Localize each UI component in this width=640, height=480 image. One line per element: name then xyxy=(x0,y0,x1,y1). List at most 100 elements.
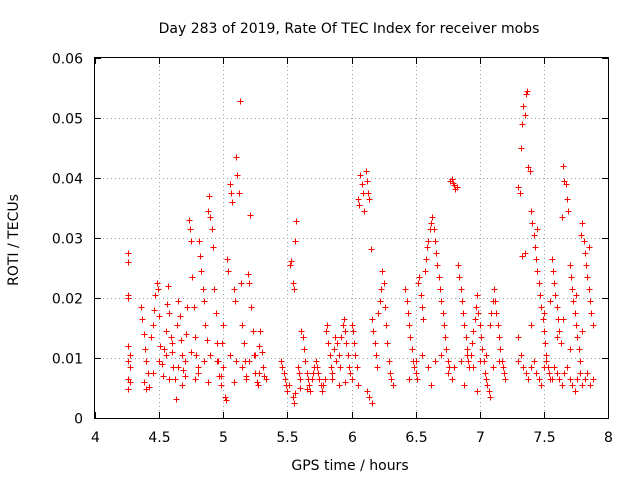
data-point xyxy=(522,250,529,257)
data-point xyxy=(200,286,207,293)
data-point xyxy=(432,358,439,365)
data-point xyxy=(474,388,481,395)
grid-lines xyxy=(95,58,608,418)
data-point xyxy=(188,238,195,245)
data-point xyxy=(486,388,493,395)
data-point xyxy=(357,172,364,179)
data-point xyxy=(296,370,303,377)
data-point xyxy=(324,322,331,329)
data-point xyxy=(295,364,302,371)
data-point xyxy=(454,184,461,191)
data-point xyxy=(292,238,299,245)
data-point xyxy=(477,322,484,329)
data-point xyxy=(574,334,581,341)
data-point xyxy=(257,328,264,335)
data-point xyxy=(223,397,230,404)
data-point xyxy=(587,298,594,305)
data-point xyxy=(518,145,525,152)
data-point xyxy=(206,193,213,200)
data-point xyxy=(329,376,336,383)
data-point xyxy=(587,382,594,389)
data-point xyxy=(536,376,543,383)
data-point xyxy=(517,190,524,197)
data-point xyxy=(363,168,370,175)
data-point xyxy=(220,322,227,329)
data-point xyxy=(325,340,332,347)
data-point xyxy=(282,376,289,383)
data-point xyxy=(524,88,531,95)
data-point xyxy=(533,256,540,263)
data-point xyxy=(538,382,545,389)
data-point xyxy=(413,370,420,377)
y-tick-label: 0.01 xyxy=(52,352,83,368)
data-point xyxy=(431,226,438,233)
data-point xyxy=(582,376,589,383)
data-point xyxy=(284,388,291,395)
data-point xyxy=(125,386,132,393)
data-point xyxy=(490,364,497,371)
data-point xyxy=(125,295,132,302)
data-point xyxy=(437,286,444,293)
data-point xyxy=(493,310,500,317)
data-point xyxy=(343,340,350,347)
data-point xyxy=(424,244,431,251)
data-point xyxy=(204,337,211,344)
data-point xyxy=(355,382,362,389)
data-point xyxy=(487,394,494,401)
data-point xyxy=(302,358,309,365)
data-point xyxy=(174,322,181,329)
data-point xyxy=(381,280,388,287)
data-point xyxy=(141,331,148,338)
data-point xyxy=(547,298,554,305)
data-point xyxy=(332,334,339,341)
data-point xyxy=(436,274,443,281)
data-point xyxy=(231,379,238,386)
data-point xyxy=(556,376,563,383)
data-point xyxy=(309,376,316,383)
data-point xyxy=(359,181,366,188)
data-point xyxy=(256,343,263,350)
data-point xyxy=(584,274,591,281)
data-point xyxy=(156,313,163,320)
data-point xyxy=(279,364,286,371)
data-point xyxy=(543,352,550,359)
data-point xyxy=(423,256,430,263)
data-point xyxy=(456,274,463,281)
data-point xyxy=(146,384,153,391)
data-point xyxy=(502,376,509,383)
data-point xyxy=(356,202,363,209)
data-point xyxy=(175,298,182,305)
data-point xyxy=(479,346,486,353)
data-point xyxy=(125,343,132,350)
data-point xyxy=(434,262,441,269)
data-point xyxy=(568,274,575,281)
data-point xyxy=(142,346,149,353)
chart-title: Day 283 of 2019, Rate Of TEC Index for r… xyxy=(159,21,540,37)
data-point xyxy=(342,379,349,386)
data-point xyxy=(370,328,377,335)
data-point xyxy=(483,376,490,383)
data-point xyxy=(537,292,544,299)
data-point xyxy=(418,292,425,299)
data-point xyxy=(349,322,356,329)
data-point xyxy=(238,280,245,287)
data-point xyxy=(127,379,134,386)
data-point xyxy=(297,385,304,392)
data-point xyxy=(342,328,349,335)
data-point xyxy=(197,253,204,260)
y-tick-label: 0 xyxy=(74,412,83,428)
data-point xyxy=(214,358,221,365)
x-tick-label: 5 xyxy=(219,430,228,446)
data-point xyxy=(382,304,389,311)
data-point xyxy=(163,352,170,359)
data-point xyxy=(195,370,202,377)
data-point xyxy=(180,367,187,374)
data-point xyxy=(463,334,470,341)
data-point xyxy=(460,310,467,317)
data-point xyxy=(314,364,321,371)
data-point xyxy=(567,376,574,383)
data-point xyxy=(154,280,161,287)
data-point xyxy=(231,286,238,293)
data-point xyxy=(372,340,379,347)
data-point xyxy=(127,364,134,371)
